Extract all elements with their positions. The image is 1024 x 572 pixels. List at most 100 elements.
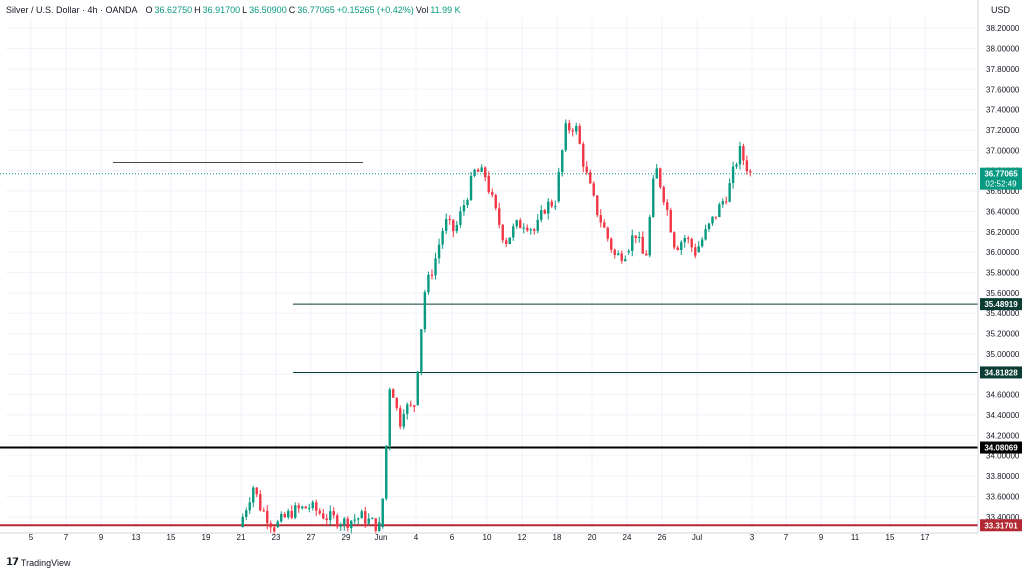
candle-body bbox=[749, 171, 752, 173]
vol-label: Vol bbox=[415, 5, 429, 15]
candle-body bbox=[360, 511, 363, 519]
x-tick-label: 24 bbox=[623, 533, 632, 542]
candle-body bbox=[406, 404, 409, 414]
x-tick-label: 26 bbox=[658, 533, 667, 542]
y-tick-label: 37.60000 bbox=[986, 85, 1020, 94]
candle-body bbox=[273, 527, 276, 532]
candle-body bbox=[529, 229, 532, 231]
candle-body bbox=[680, 242, 683, 251]
candle-body bbox=[430, 274, 434, 276]
candle-body bbox=[641, 236, 644, 254]
candle-body bbox=[690, 238, 693, 248]
candle-body bbox=[441, 230, 444, 245]
candle-body bbox=[399, 408, 402, 427]
tradingview-brand[interactable]: 𝟭𝟳 TradingView bbox=[6, 557, 70, 568]
y-tick-label: 35.80000 bbox=[986, 269, 1020, 278]
candle-body bbox=[561, 150, 564, 173]
candle-body bbox=[683, 237, 686, 243]
candle-body bbox=[427, 274, 430, 293]
candle-body bbox=[287, 510, 290, 518]
y-tick-label: 33.40000 bbox=[986, 513, 1020, 522]
y-tick-label: 37.80000 bbox=[986, 65, 1020, 74]
candle-body bbox=[494, 194, 497, 209]
candle-body bbox=[325, 518, 328, 521]
candle-body bbox=[473, 169, 476, 176]
candle-body bbox=[669, 209, 672, 233]
candle-body bbox=[329, 511, 332, 521]
candle-body bbox=[526, 227, 529, 231]
candle-body bbox=[718, 204, 721, 218]
candle-body bbox=[728, 183, 731, 202]
change-value: +0.15265 (+0.42%) bbox=[336, 5, 414, 15]
y-tick-label: 37.20000 bbox=[986, 126, 1020, 135]
candle-body bbox=[700, 239, 704, 247]
candle-body bbox=[606, 227, 609, 239]
axes: 38.20000 38.00000 37.80000 37.60000 37.40000… bbox=[0, 0, 1022, 542]
symbol-legend: Silver / U.S. Dollar · 4h · OANDA O 36.62… bbox=[6, 5, 461, 15]
candle-body bbox=[540, 210, 543, 220]
level-price-label: 34.81828 bbox=[984, 368, 1018, 377]
x-tick-label: 7 bbox=[64, 533, 69, 542]
y-tick-label: 36.60000 bbox=[986, 187, 1020, 196]
candle-body bbox=[655, 168, 658, 179]
candle-body bbox=[455, 224, 459, 232]
candle-body bbox=[645, 253, 648, 256]
x-tick-label: 4 bbox=[414, 533, 419, 542]
x-tick-label: 19 bbox=[202, 533, 211, 542]
candle-body bbox=[554, 206, 557, 208]
candle-body bbox=[339, 524, 342, 527]
candle-body bbox=[543, 210, 546, 214]
bar-countdown-label: 02:52:49 bbox=[985, 180, 1017, 189]
x-tick-label: Jun bbox=[375, 533, 388, 542]
candle-body bbox=[592, 183, 595, 196]
y-tick-label: 35.40000 bbox=[986, 309, 1020, 318]
close-label: C bbox=[288, 5, 296, 15]
candle-body bbox=[742, 146, 745, 161]
x-tick-label: 7 bbox=[784, 533, 789, 542]
candle-body bbox=[381, 498, 384, 527]
candle-body bbox=[276, 521, 279, 527]
candle-body bbox=[666, 202, 669, 210]
candle-body bbox=[634, 235, 637, 239]
candle-body bbox=[364, 511, 367, 524]
level-price-tag bbox=[980, 441, 1022, 454]
candle-body bbox=[536, 219, 539, 231]
candle-body bbox=[697, 246, 700, 253]
y-tick-label: 38.20000 bbox=[986, 24, 1020, 33]
candle-body bbox=[533, 229, 536, 231]
candle-body bbox=[357, 518, 360, 520]
currency-label[interactable]: USD bbox=[990, 5, 1010, 15]
candle-body bbox=[487, 175, 490, 193]
x-tick-label: 18 bbox=[553, 533, 562, 542]
candle-body bbox=[476, 169, 480, 172]
candle-body bbox=[353, 519, 356, 521]
level-price-tag bbox=[980, 519, 1022, 532]
candle-body bbox=[311, 502, 314, 508]
x-tick-label: 27 bbox=[307, 533, 316, 542]
x-tick-label: 15 bbox=[167, 533, 176, 542]
candle-body bbox=[420, 329, 423, 372]
candle-body bbox=[624, 259, 627, 262]
y-tick-label: 36.00000 bbox=[986, 248, 1020, 257]
candle-body bbox=[557, 172, 560, 202]
candle-body bbox=[599, 215, 602, 223]
candle-body bbox=[336, 515, 339, 527]
x-tick-label: 21 bbox=[237, 533, 246, 542]
candle-body bbox=[245, 510, 248, 517]
candle-body bbox=[301, 506, 304, 509]
candle-body bbox=[578, 126, 581, 144]
candle-body bbox=[694, 247, 697, 256]
candle-body bbox=[395, 397, 398, 409]
candle-body bbox=[627, 250, 630, 253]
candle-body bbox=[659, 168, 662, 188]
candle-body bbox=[448, 219, 451, 221]
candle-body bbox=[322, 513, 325, 519]
candle-body bbox=[648, 216, 651, 256]
candle-body bbox=[434, 258, 437, 276]
y-tick-label: 33.80000 bbox=[986, 472, 1020, 481]
y-tick-label: 38.00000 bbox=[986, 45, 1020, 54]
candle-body bbox=[735, 164, 738, 167]
candle-body bbox=[437, 244, 441, 259]
candle-body bbox=[332, 511, 335, 516]
